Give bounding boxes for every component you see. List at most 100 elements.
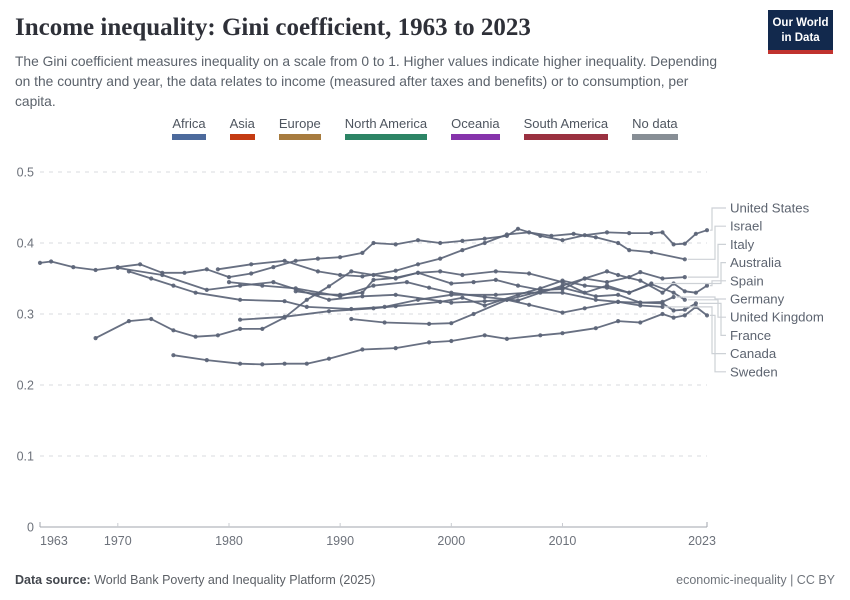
data-source-label: Data source: [15,573,91,587]
series-point [616,240,621,246]
series-point [171,283,176,288]
series-point [682,241,687,246]
series-point [693,301,699,306]
series-label-germany[interactable]: Germany [730,292,785,307]
series-point [238,361,243,366]
series-point [460,238,465,243]
series-point [427,340,432,345]
attribution-link[interactable]: economic-inequality | CC BY [676,573,835,587]
series-point [193,290,198,295]
legend-item-north-america[interactable]: North America [344,116,428,140]
series-point [427,285,432,290]
series-point [504,232,509,237]
series-label-sweden[interactable]: Sweden [730,364,778,379]
series-point [415,270,421,275]
series-point [360,294,365,299]
series-point [671,294,676,300]
series-point [438,240,443,246]
series-label-israel[interactable]: Israel [730,219,762,234]
y-axis-tick-label: 0.1 [17,450,34,464]
series-label-australia[interactable]: Australia [730,255,782,270]
series-point [360,274,365,279]
legend-item-africa[interactable]: Africa [172,116,206,140]
series-point [660,301,665,306]
series-point [260,362,265,367]
series-label-spain[interactable]: Spain [730,273,764,288]
series-point [549,233,554,238]
series-point [326,284,332,289]
series-point [249,271,254,276]
series-label-canada[interactable]: Canada [730,346,777,361]
series-point [493,292,498,297]
series-point [415,262,421,267]
series-point [638,303,643,308]
series-point [449,321,454,326]
series-point [593,294,598,299]
series-point [693,290,699,295]
legend-item-south-america[interactable]: South America [523,116,609,140]
series-label-connector [710,314,726,373]
series-point [338,255,343,260]
series-point [482,303,487,308]
series-point [215,333,220,338]
series-point [371,240,376,246]
legend-swatch [523,134,609,140]
series-point [704,228,710,233]
series-point [293,258,298,263]
series-point [271,265,276,270]
series-label-connector [665,306,726,355]
series-point [638,320,643,325]
series-point [449,281,454,286]
x-axis-tick-label: 1980 [215,534,243,548]
series-point [582,283,587,288]
series-point [449,292,454,297]
legend-item-europe[interactable]: Europe [278,116,321,140]
series-point [682,297,687,302]
series-point [627,231,632,236]
series-point [527,271,532,276]
series-label-connector [710,280,726,287]
series-point [649,250,654,255]
legend-item-oceania[interactable]: Oceania [451,116,500,140]
legend-item-no-data[interactable]: No data [632,116,678,140]
series-point [226,280,232,285]
series-point [393,292,398,297]
series-point [93,267,98,273]
series-point [660,311,665,317]
series-point [449,300,454,305]
chart-footer: Data source: World Bank Poverty and Ineq… [0,560,850,600]
series-label-connector [698,302,726,336]
series-point [560,331,565,336]
series-point [204,267,209,272]
series-point [315,269,320,274]
y-axis-tick-label: 0 [27,521,34,535]
legend-item-asia[interactable]: Asia [229,116,255,140]
legend-label: Europe [278,116,321,131]
series-point [682,257,687,262]
series-label-france[interactable]: France [730,328,771,343]
series-point [482,299,487,304]
series-point [616,319,621,324]
series-point [260,283,265,288]
series-line-united-kingdom [95,270,686,339]
series-label-united-kingdom[interactable]: United Kingdom [730,310,824,325]
series-point [593,235,598,240]
series-point [582,306,587,311]
series-point [560,290,565,295]
series-point [338,272,343,278]
series-label-united-states[interactable]: United States [730,201,810,216]
series-point [371,283,376,288]
series-point [349,306,354,312]
series-point [304,304,309,309]
series-point [616,272,621,278]
legend-swatch [632,134,678,140]
series-point [671,308,676,313]
series-point [671,242,676,247]
x-axis-tick-label: 2010 [549,534,577,548]
series-point [460,295,465,300]
series-point [527,230,532,235]
series-point [682,313,687,318]
series-point [282,299,287,304]
series-label-italy[interactable]: Italy [730,237,755,252]
series-point [393,276,398,281]
